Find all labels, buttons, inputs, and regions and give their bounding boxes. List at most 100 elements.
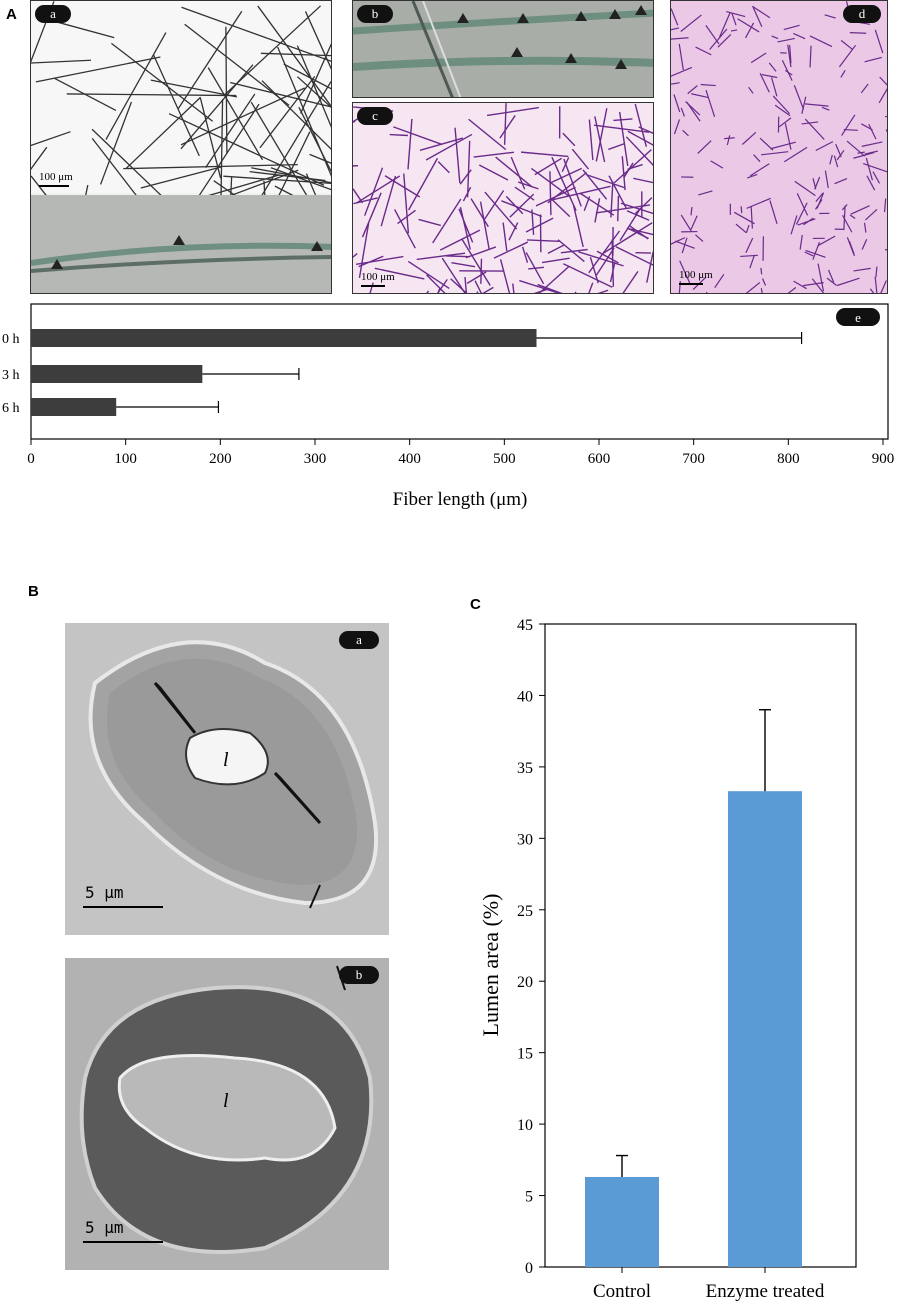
- fiber: [750, 52, 767, 64]
- fiber: [678, 43, 684, 71]
- fiber: [547, 244, 565, 255]
- fiber: [759, 137, 774, 151]
- fiber: [805, 249, 826, 258]
- fiber: [283, 63, 331, 90]
- fiber: [505, 195, 524, 215]
- fiber: [749, 254, 756, 269]
- fiber: [697, 140, 712, 154]
- fiber: [353, 165, 359, 167]
- fiber: [451, 261, 476, 268]
- fiber: [397, 209, 416, 225]
- fiber: [709, 28, 728, 50]
- fiber: [478, 164, 509, 181]
- fiber: [690, 207, 693, 216]
- fiber: [829, 154, 833, 165]
- fiber: [868, 123, 877, 140]
- fiber: [853, 267, 871, 272]
- fiber: [861, 141, 883, 147]
- fiber: [125, 96, 202, 170]
- fiber: [834, 178, 848, 185]
- fiber: [695, 234, 704, 242]
- fiber: [501, 200, 543, 218]
- fiber: [432, 198, 462, 244]
- fiber: [842, 214, 853, 233]
- tem-sublabel-a: a: [339, 631, 379, 649]
- fiber: [761, 151, 789, 156]
- fiber: [99, 101, 133, 185]
- fiber: [66, 93, 237, 97]
- fiber: [761, 278, 767, 286]
- fiber: [617, 195, 620, 222]
- fiber-length-category-label: 6 h: [2, 401, 20, 416]
- fiber: [437, 287, 441, 293]
- fiber: [618, 111, 629, 167]
- fiber: [872, 171, 881, 184]
- scale-label-a: 100 μm: [39, 171, 73, 183]
- lumen-area-ytick-label: 30: [517, 831, 533, 848]
- fiber: [459, 169, 472, 185]
- fiber: [152, 54, 200, 157]
- fiber: [753, 154, 761, 163]
- fiber: [833, 155, 839, 168]
- sublabel-e-bg: [836, 308, 880, 326]
- fiber: [781, 59, 793, 81]
- fiber: [750, 205, 753, 229]
- fiber: [461, 238, 491, 286]
- fiber: [588, 282, 594, 293]
- lumen-area-category-label: Control: [593, 1281, 651, 1302]
- fiber-length-xtick-label: 200: [209, 451, 232, 467]
- fiber: [168, 113, 325, 186]
- fiber: [510, 156, 526, 190]
- fiber: [714, 273, 725, 289]
- fiber: [646, 251, 653, 283]
- fiber: [671, 27, 680, 31]
- fiber: [751, 5, 771, 19]
- fiber: [619, 208, 641, 241]
- fiber: [384, 175, 421, 198]
- fiber: [595, 108, 608, 162]
- fiber: [673, 119, 681, 135]
- fiber: [793, 32, 806, 40]
- fiber: [257, 5, 331, 108]
- fiber-drawing-a: [31, 1, 331, 293]
- fiber-length-bar: [31, 398, 117, 416]
- fiber: [627, 130, 653, 146]
- fiber: [259, 75, 316, 149]
- fiber: [561, 157, 570, 172]
- fiber: [512, 283, 515, 293]
- fiber: [588, 119, 594, 161]
- fiber: [479, 201, 490, 250]
- fiber-length-xtick-label: 300: [304, 451, 327, 467]
- fiber: [454, 127, 461, 183]
- fiber: [793, 85, 805, 110]
- fiber: [866, 175, 876, 191]
- fiber: [380, 175, 397, 227]
- fiber: [230, 81, 331, 108]
- fiber: [470, 198, 489, 228]
- fiber: [772, 95, 791, 115]
- tem-scale-label-b: 5 μm: [85, 1218, 124, 1237]
- fiber: [374, 267, 425, 280]
- fiber: [408, 157, 439, 211]
- fiber: [864, 56, 882, 63]
- fiber: [735, 223, 747, 234]
- cell-section-a: [88, 640, 379, 909]
- fiber: [521, 246, 529, 263]
- fiber: [869, 288, 875, 293]
- fiber: [514, 186, 535, 201]
- fiber: [777, 37, 795, 43]
- fiber: [519, 279, 561, 293]
- fiber: [502, 222, 508, 252]
- fiber: [550, 167, 583, 184]
- fiber: [613, 149, 652, 184]
- fiber: [464, 276, 468, 293]
- fiber: [140, 166, 223, 189]
- fiber: [874, 276, 878, 293]
- fiber: [594, 198, 601, 223]
- fiber: [549, 197, 571, 218]
- fiber: [770, 141, 796, 150]
- fiber: [826, 277, 837, 286]
- fiber: [181, 6, 331, 62]
- fiber: [205, 93, 256, 168]
- fiber: [799, 234, 803, 250]
